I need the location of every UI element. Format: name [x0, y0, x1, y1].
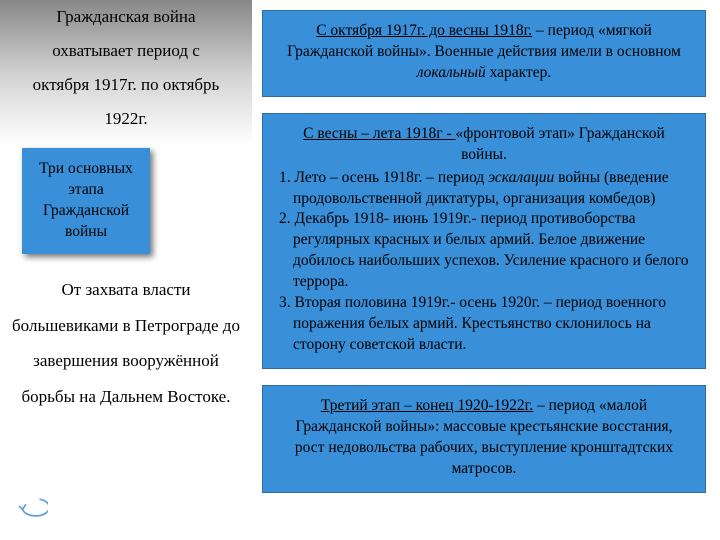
stage-2-list: Лето – осень 1918г. – период эскалации в…	[279, 168, 689, 356]
three-stages-label: Три основных этапа Гражданской войны	[28, 159, 144, 243]
back-arrow-icon[interactable]	[14, 494, 48, 518]
stage-3-box: Третий этап – конец 1920-1922г. – период…	[262, 385, 706, 493]
stage-2-box: С весны – лета 1918г - «фронтовой этап» …	[262, 113, 706, 369]
stage-1-box: С октября 1917г. до весны 1918г. – перио…	[262, 10, 706, 97]
intro-panel: Гражданская война охватывает период с ок…	[0, 0, 252, 144]
context-paragraph: От захвата власти большевиками в Петрогр…	[0, 272, 252, 415]
three-stages-chip: Три основных этапа Гражданской войны	[22, 148, 150, 254]
stage-2-lead: С весны – лета 1918г - «фронтовой этап» …	[279, 124, 689, 166]
intro-text: Гражданская война охватывает период с ок…	[33, 7, 220, 128]
context-paragraph-text: От захвата власти большевиками в Петрогр…	[12, 280, 240, 406]
stage-1-text: С октября 1917г. до весны 1918г. – перио…	[279, 21, 689, 84]
list-item: Лето – осень 1918г. – период эскалации в…	[279, 168, 689, 210]
stages-column: С октября 1917г. до весны 1918г. – перио…	[252, 0, 720, 540]
list-item: Декабрь 1918- июнь 1919г.- период против…	[279, 209, 689, 293]
stage-3-text: Третий этап – конец 1920-1922г. – период…	[279, 396, 689, 480]
list-item: Вторая половина 1919г.- осень 1920г. – п…	[279, 293, 689, 356]
